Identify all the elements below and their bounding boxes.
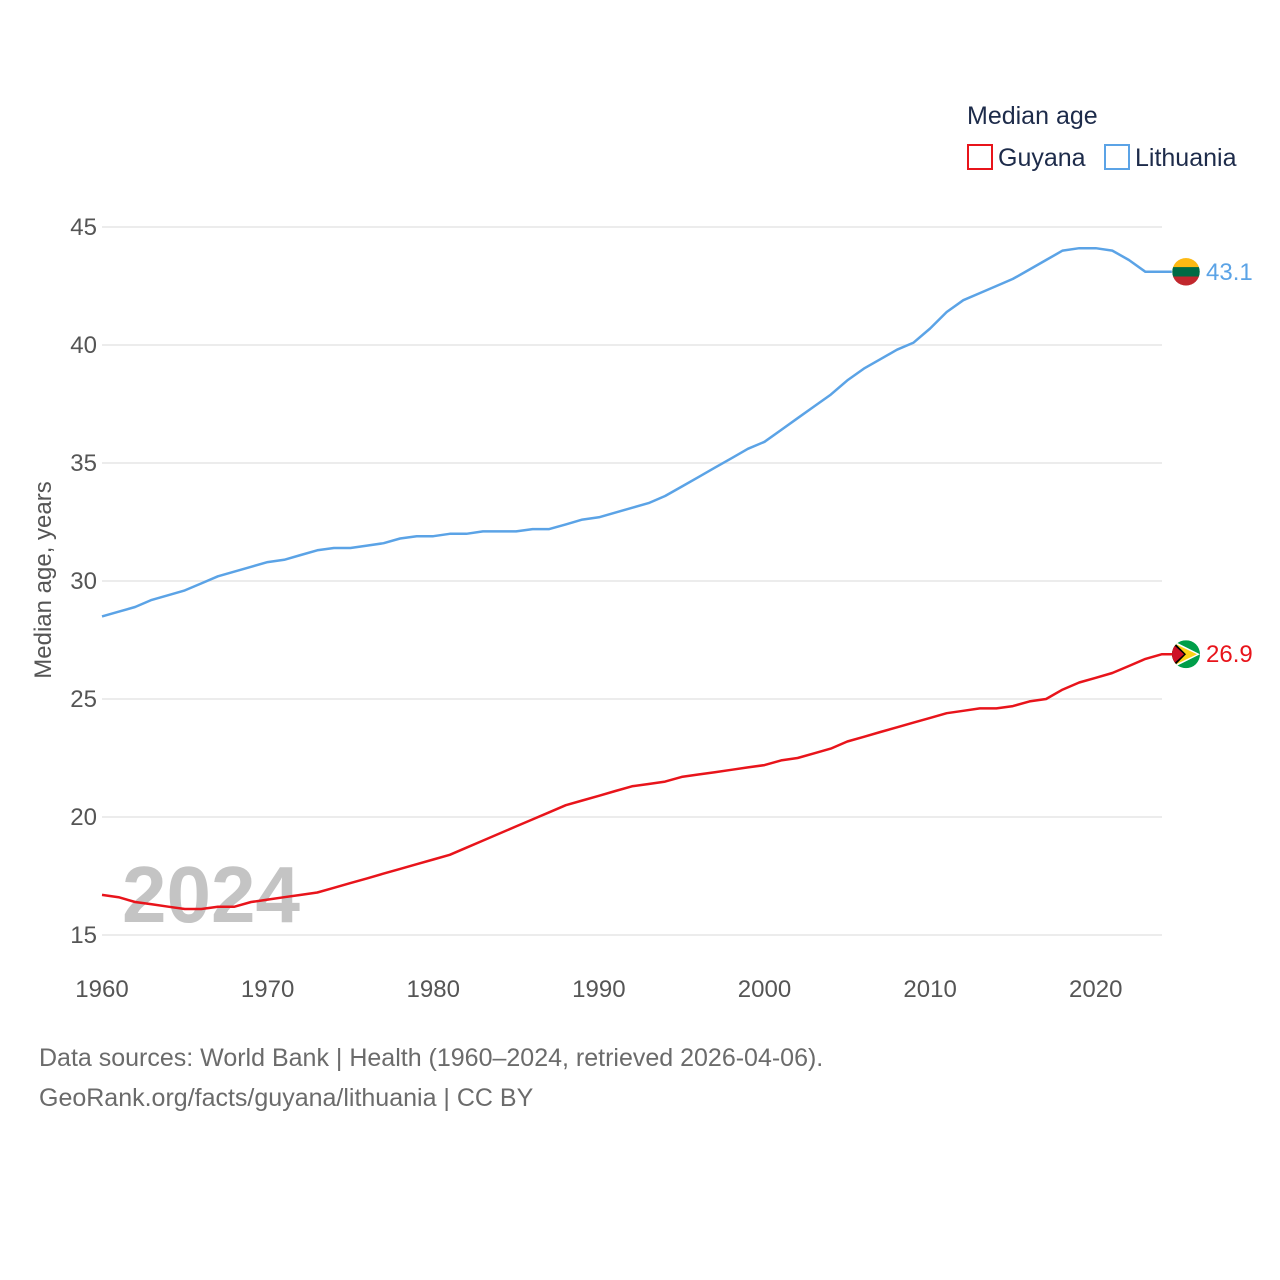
y-tick-label: 30 [70,568,97,595]
legend-title: Median age [967,102,1098,130]
series-lines [101,246,1172,911]
legend: Median age Guyana Lithuania [967,102,1237,172]
x-tick-label: 1980 [407,976,460,1003]
x-tick-label: 2020 [1069,976,1122,1003]
x-axis-ticks: 1960 1970 1980 1990 2000 2010 2020 [75,976,1122,1003]
x-tick-label: 2000 [738,976,791,1003]
lithuania-end-label: 43.1 [1206,259,1253,286]
lithuania-end-marker: 43.1 [1171,257,1253,287]
x-tick-label: 1970 [241,976,294,1003]
y-tick-label: 40 [70,332,97,359]
series-line-guyana[interactable] [101,652,1172,911]
footer-attribution[interactable]: GeoRank.org/facts/guyana/lithuania | CC … [39,1084,534,1112]
legend-swatch-lithuania [1104,144,1130,170]
legend-label-guyana: Guyana [998,144,1086,172]
y-tick-label: 15 [70,922,97,949]
lithuania-flag-icon [1172,257,1200,286]
series-line-lithuania[interactable] [101,246,1172,618]
guyana-flag-icon [1172,640,1200,669]
guyana-end-marker: 26.9 [1172,640,1253,669]
x-tick-label: 1990 [572,976,625,1003]
guyana-end-label: 26.9 [1206,641,1253,668]
x-tick-label: 2010 [903,976,956,1003]
y-tick-label: 20 [70,804,97,831]
legend-swatch-guyana [967,144,993,170]
y-tick-label: 25 [70,686,97,713]
y-tick-label: 35 [70,450,97,477]
legend-item-guyana[interactable]: Guyana [967,144,1086,172]
y-axis-title: Median age, years [30,481,57,678]
y-tick-label: 45 [70,214,97,241]
y-axis-ticks: 15 20 25 30 35 40 45 [70,214,97,949]
x-tick-label: 1960 [75,976,128,1003]
legend-label-lithuania: Lithuania [1135,144,1237,172]
year-watermark: 2024 [122,850,300,939]
grid-lines [102,226,1162,936]
footer-sources: Data sources: World Bank | Health (1960–… [39,1044,824,1072]
legend-item-lithuania[interactable]: Lithuania [1104,144,1237,172]
